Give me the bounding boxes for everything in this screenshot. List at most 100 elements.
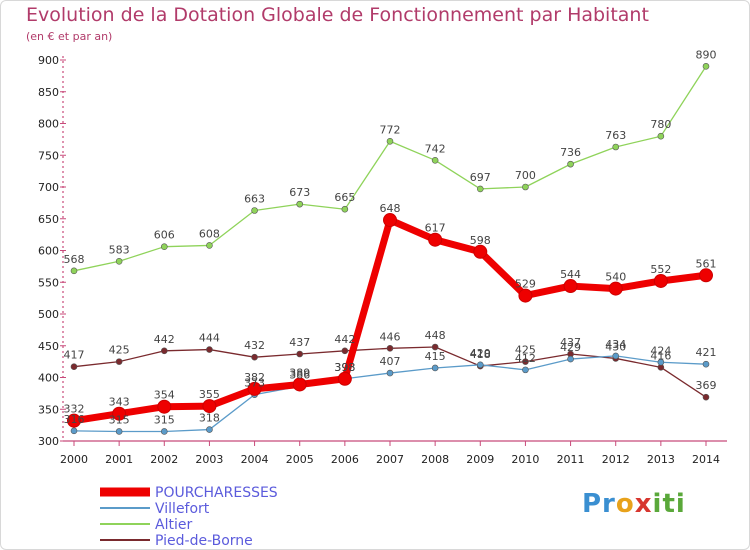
y-tick-label: 350: [38, 403, 59, 416]
data-label: 343: [109, 396, 130, 409]
data-label: 890: [696, 48, 717, 61]
data-label: 561: [696, 257, 717, 270]
data-label: 529: [515, 278, 536, 291]
data-point: [296, 350, 304, 358]
data-point: [112, 406, 127, 421]
data-point: [702, 360, 710, 368]
data-point: [702, 63, 710, 70]
data-label: 318: [199, 412, 220, 425]
x-tick-label: 2005: [286, 453, 314, 466]
data-label: 425: [109, 344, 130, 357]
data-point: [386, 344, 394, 352]
data-point: [206, 346, 213, 353]
data-label: 763: [605, 129, 626, 142]
data-label: 389: [289, 366, 310, 379]
x-tick-label: 2006: [331, 453, 359, 466]
data-point: [476, 185, 484, 193]
data-label: 437: [560, 336, 581, 349]
data-label: 420: [470, 347, 491, 360]
data-point: [612, 143, 620, 151]
data-point: [522, 183, 529, 191]
x-tick-label: 2002: [150, 453, 178, 466]
data-label: 382: [244, 371, 265, 384]
data-label: 446: [380, 330, 401, 343]
data-point: [247, 381, 262, 396]
legend: POURCHARESSESVillefortAltierPied-de-Born…: [100, 485, 278, 549]
data-point: [202, 399, 217, 414]
data-point: [70, 267, 78, 275]
data-point: [115, 428, 123, 435]
y-tick-label: 550: [38, 276, 59, 289]
data-label: 540: [605, 271, 626, 284]
data-label: 663: [244, 192, 265, 205]
axes: 300 350 400 450 500 550 600 650 700 750 800 850 900 2…: [38, 54, 727, 466]
data-point: [115, 257, 123, 265]
data-label: 697: [470, 171, 491, 184]
data-label: 648: [380, 202, 401, 215]
data-label: 448: [425, 329, 446, 342]
legend-label-pourcharesses: POURCHARESSES: [155, 485, 278, 501]
data-point: [341, 205, 349, 213]
data-label: 421: [696, 346, 717, 359]
proxiti-logo: Proxiti: [582, 489, 686, 519]
y-tick-label: 600: [38, 245, 59, 258]
data-label: 424: [650, 344, 671, 357]
data-point: [251, 207, 258, 214]
data-label: 432: [244, 339, 265, 352]
data-label: 398: [334, 361, 355, 374]
x-tick-label: 2007: [376, 453, 404, 466]
data-label: 415: [425, 350, 446, 363]
data-point: [657, 132, 665, 140]
x-tick-label: 2001: [105, 453, 133, 466]
data-point: [428, 232, 443, 247]
data-label: 444: [199, 332, 220, 345]
data-label: 673: [289, 186, 310, 199]
y-tick-label: 800: [38, 118, 59, 131]
data-label: 417: [64, 349, 85, 362]
data-point: [160, 428, 168, 435]
chart-title: Evolution de la Dotation Globale de Fonc…: [26, 4, 649, 26]
y-tick-label: 500: [38, 308, 59, 321]
data-point: [70, 427, 78, 435]
data-point: [157, 399, 172, 414]
data-label: 316: [64, 413, 85, 426]
data-point: [341, 347, 349, 355]
data-label: 429: [560, 341, 581, 354]
data-point: [612, 352, 620, 360]
data-point: [292, 377, 307, 392]
data-label: 544: [560, 268, 581, 281]
data-label: 398: [334, 361, 355, 374]
data-point: [70, 363, 78, 371]
data-point: [476, 361, 484, 369]
data-label: 608: [199, 227, 220, 240]
data-point: [115, 358, 123, 365]
data-label: 434: [605, 338, 626, 351]
x-tick-label: 2009: [466, 453, 494, 466]
data-label: 430: [605, 340, 626, 353]
y-tick-label: 450: [38, 340, 59, 353]
data-point: [518, 288, 533, 303]
data-label: 369: [696, 379, 717, 392]
data-point: [431, 364, 439, 372]
data-label: 700: [515, 169, 536, 182]
chart-subtitle: (en € et par an): [26, 30, 113, 43]
data-label: 354: [154, 389, 175, 402]
data-label: 418: [470, 348, 491, 361]
data-label: 665: [334, 191, 355, 204]
y-tick-label: 700: [38, 181, 59, 194]
data-point: [431, 157, 439, 164]
data-point: [383, 213, 397, 228]
data-point: [522, 358, 529, 365]
data-label: 736: [560, 146, 581, 159]
y-tick-label: 300: [38, 435, 59, 448]
data-label: 437: [289, 336, 310, 349]
data-point: [160, 347, 168, 355]
data-point: [251, 353, 258, 361]
data-point: [386, 369, 394, 377]
data-point: [608, 281, 623, 296]
data-label: 598: [470, 234, 491, 247]
y-tick-label: 650: [38, 213, 59, 226]
x-tick-label: 2000: [60, 453, 88, 466]
data-label: 373: [244, 377, 265, 390]
x-tick-label: 2012: [602, 453, 630, 466]
